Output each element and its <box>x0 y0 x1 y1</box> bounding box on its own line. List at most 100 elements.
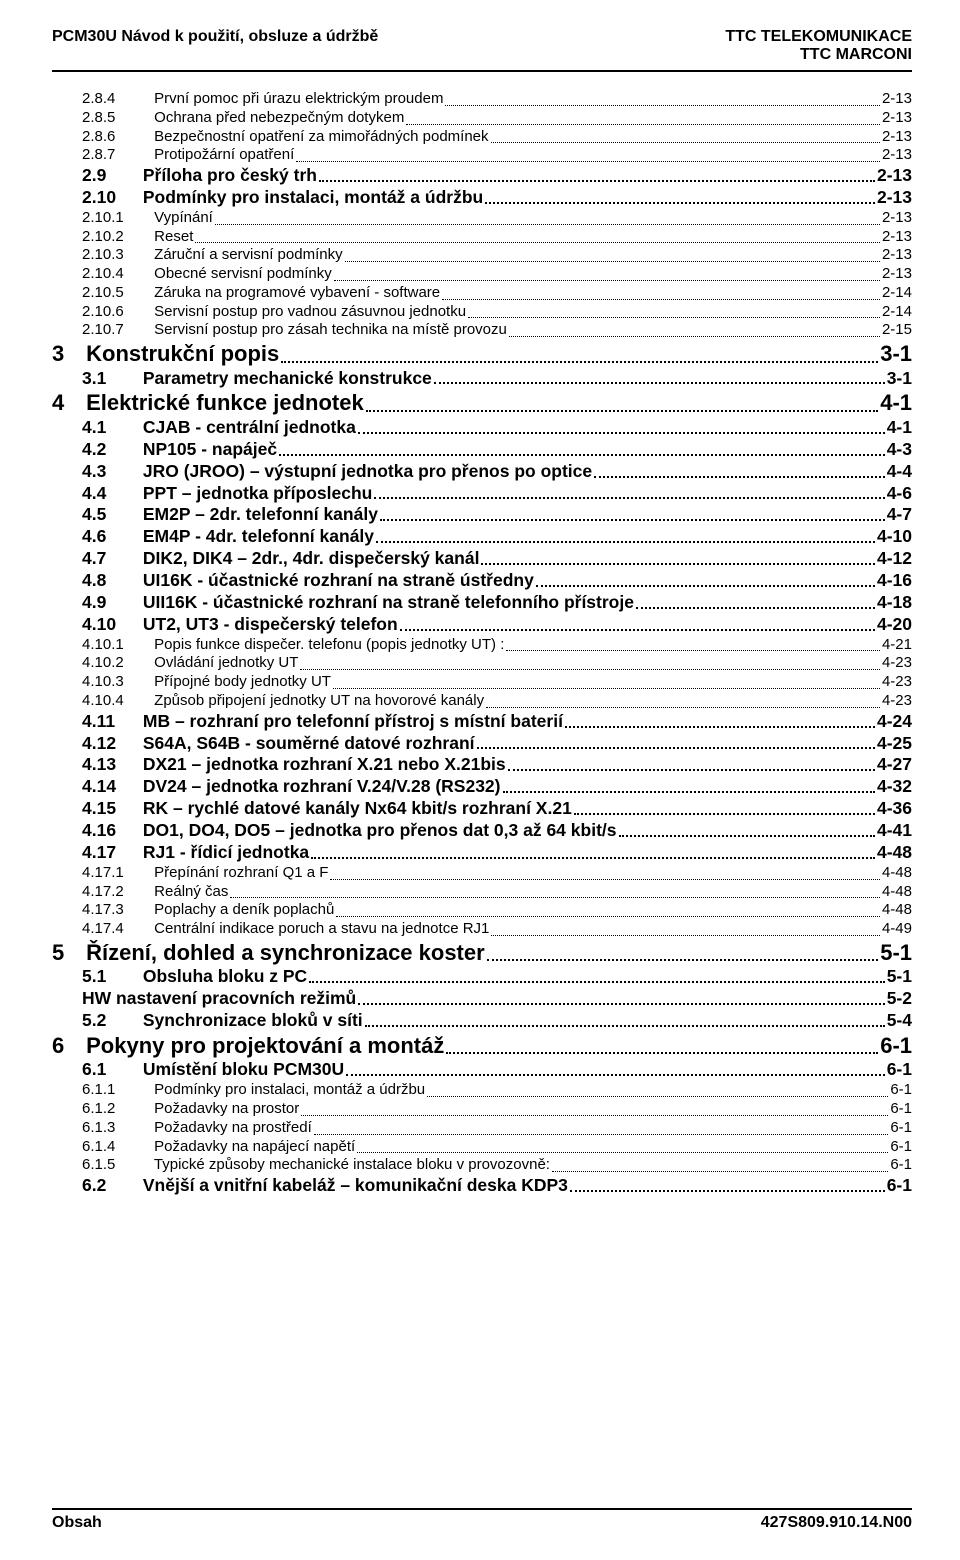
toc-number: 4.12 <box>82 733 138 755</box>
toc-leader-dots <box>619 835 875 837</box>
toc-page: 4-1 <box>880 389 912 417</box>
toc-title: UT2, UT3 - dispečerský telefon <box>143 614 398 634</box>
toc-label: 6.1.2 Požadavky na prostor <box>82 1100 299 1119</box>
toc-title: Servisní postup pro vadnou zásuvnou jedn… <box>154 303 466 320</box>
toc-title: S64A, S64B - souměrné datové rozhraní <box>143 733 475 753</box>
toc-entry: 4.13 DX21 – jednotka rozhraní X.21 nebo … <box>82 754 912 776</box>
toc-number: 4.7 <box>82 548 138 570</box>
toc-page: 2-13 <box>882 146 912 165</box>
toc-leader-dots <box>427 1096 888 1097</box>
toc-number: 6.2 <box>82 1175 138 1197</box>
toc-page: 2-13 <box>877 187 912 209</box>
toc-label: 4.13 DX21 – jednotka rozhraní X.21 nebo … <box>82 754 506 776</box>
toc-leader-dots <box>319 180 875 182</box>
toc-label: 4.15 RK – rychlé datové kanály Nx64 kbit… <box>82 798 572 820</box>
toc-title: Požadavky na prostředí <box>154 1119 312 1136</box>
toc-title: EM2P – 2dr. telefonní kanály <box>143 504 378 524</box>
toc-title: NP105 - napáječ <box>143 439 277 459</box>
toc-label: 6.1 Umístění bloku PCM30U <box>82 1059 344 1081</box>
toc-leader-dots <box>346 1074 885 1076</box>
toc-number: 6.1.2 <box>82 1100 150 1119</box>
toc-page: 6-1 <box>890 1081 912 1100</box>
toc-title: Obsluha bloku z PC <box>143 966 307 986</box>
header-right-line2: TTC MARCONI <box>725 46 912 64</box>
toc-page: 4-24 <box>877 711 912 733</box>
toc-label: 4.12 S64A, S64B - souměrné datové rozhra… <box>82 733 475 755</box>
toc-entry: 4.17.2 Reálný čas 4-48 <box>82 883 912 902</box>
toc-number: 4.10 <box>82 614 138 636</box>
toc-page: 5-2 <box>887 988 912 1010</box>
toc-title: Ochrana před nebezpečným dotykem <box>154 109 404 126</box>
toc-number: 4.4 <box>82 483 138 505</box>
toc-leader-dots <box>594 476 885 478</box>
toc-title: Záruka na programové vybavení - software <box>154 284 440 301</box>
toc-title: Poplachy a deník poplachů <box>154 901 334 918</box>
toc-number: 4.17.4 <box>82 920 150 939</box>
toc-leader-dots <box>468 317 880 318</box>
toc-page: 5-1 <box>880 939 912 967</box>
toc-title: Centrální indikace poruch a stavu na jed… <box>154 920 489 937</box>
toc-leader-dots <box>570 1190 885 1192</box>
toc-number: 4.10.1 <box>82 636 150 655</box>
toc-entry: 4.11 MB – rozhraní pro telefonní přístro… <box>82 711 912 733</box>
toc-number: 4.14 <box>82 776 138 798</box>
toc-page: 2-14 <box>882 284 912 303</box>
toc-page: 2-13 <box>882 246 912 265</box>
toc-number: 4.13 <box>82 754 138 776</box>
toc-number: 6.1.1 <box>82 1081 150 1100</box>
toc-entry: 6.1.5 Typické způsoby mechanické instala… <box>82 1156 912 1175</box>
toc-number: 2.10.7 <box>82 321 150 340</box>
toc-entry: 4 Elektrické funkce jednotek 4-1 <box>52 389 912 417</box>
header-rule <box>52 70 912 72</box>
toc-label: 4.3 JRO (JROO) – výstupní jednotka pro p… <box>82 461 592 483</box>
toc-title: RK – rychlé datové kanály Nx64 kbit/s ro… <box>143 798 572 818</box>
toc-entry: 4.10.1 Popis funkce dispečer. telefonu (… <box>82 636 912 655</box>
toc-entry: 2.8.6 Bezpečnostní opatření za mimořádný… <box>82 128 912 147</box>
toc-page: 4-21 <box>882 636 912 655</box>
toc-title: RJ1 - řídicí jednotka <box>143 842 309 862</box>
toc-leader-dots <box>336 916 880 917</box>
header-right-line1: TTC TELEKOMUNIKACE <box>725 28 912 46</box>
toc-leader-dots <box>442 299 880 300</box>
toc-leader-dots <box>486 707 880 708</box>
toc-label: 4.17.4 Centrální indikace poruch a stavu… <box>82 920 489 939</box>
toc-label: 4.10.2 Ovládání jednotky UT <box>82 654 298 673</box>
toc-entry: 2.8.4 První pomoc při úrazu elektrickým … <box>82 90 912 109</box>
toc-title: DX21 – jednotka rozhraní X.21 nebo X.21b… <box>143 754 506 774</box>
toc-number: 4.10.2 <box>82 654 150 673</box>
footer-rule <box>52 1508 912 1510</box>
page-header: PCM30U Návod k použití, obsluze a údržbě… <box>52 28 912 64</box>
toc-leader-dots <box>357 1152 888 1153</box>
toc-number: 2.10.3 <box>82 246 150 265</box>
toc-entry: 2.10.7 Servisní postup pro zásah technik… <box>82 321 912 340</box>
toc-number: 4 <box>52 389 80 417</box>
toc-number: 2.10.1 <box>82 209 150 228</box>
toc-title: MB – rozhraní pro telefonní přístroj s m… <box>143 711 563 731</box>
toc-title: Konstrukční popis <box>86 341 279 366</box>
toc-page: 4-4 <box>887 461 912 483</box>
toc-label: 4 Elektrické funkce jednotek <box>52 389 364 417</box>
toc-page: 4-49 <box>882 920 912 939</box>
toc-entry: 4.17.1 Přepínání rozhraní Q1 a F 4-48 <box>82 864 912 883</box>
table-of-contents: 2.8.4 První pomoc při úrazu elektrickým … <box>52 90 912 1197</box>
toc-label: 2.10.1 Vypínání <box>82 209 213 228</box>
toc-number: 3.1 <box>82 368 138 390</box>
toc-entry: 4.3 JRO (JROO) – výstupní jednotka pro p… <box>82 461 912 483</box>
toc-page: 3-1 <box>880 340 912 368</box>
toc-title: Umístění bloku PCM30U <box>143 1059 344 1079</box>
toc-page: 5-4 <box>887 1010 912 1032</box>
toc-number: 2.8.5 <box>82 109 150 128</box>
toc-label: 4.17.2 Reálný čas <box>82 883 228 902</box>
toc-label: 4.6 EM4P - 4dr. telefonní kanály <box>82 526 374 548</box>
toc-label: 6 Pokyny pro projektování a montáž <box>52 1032 444 1060</box>
toc-title: Podmínky pro instalaci, montáž a údržbu <box>154 1081 425 1098</box>
toc-entry: 2.10.2 Reset 2-13 <box>82 228 912 247</box>
toc-leader-dots <box>374 497 884 499</box>
toc-leader-dots <box>358 432 885 434</box>
toc-label: 4.10 UT2, UT3 - dispečerský telefon <box>82 614 398 636</box>
toc-title: Reset <box>154 228 193 245</box>
toc-entry: 4.10.4 Způsob připojení jednotky UT na h… <box>82 692 912 711</box>
toc-entry: 4.10 UT2, UT3 - dispečerský telefon 4-20 <box>82 614 912 636</box>
footer-right: 427S809.910.14.N00 <box>761 1514 912 1532</box>
toc-page: 4-10 <box>877 526 912 548</box>
